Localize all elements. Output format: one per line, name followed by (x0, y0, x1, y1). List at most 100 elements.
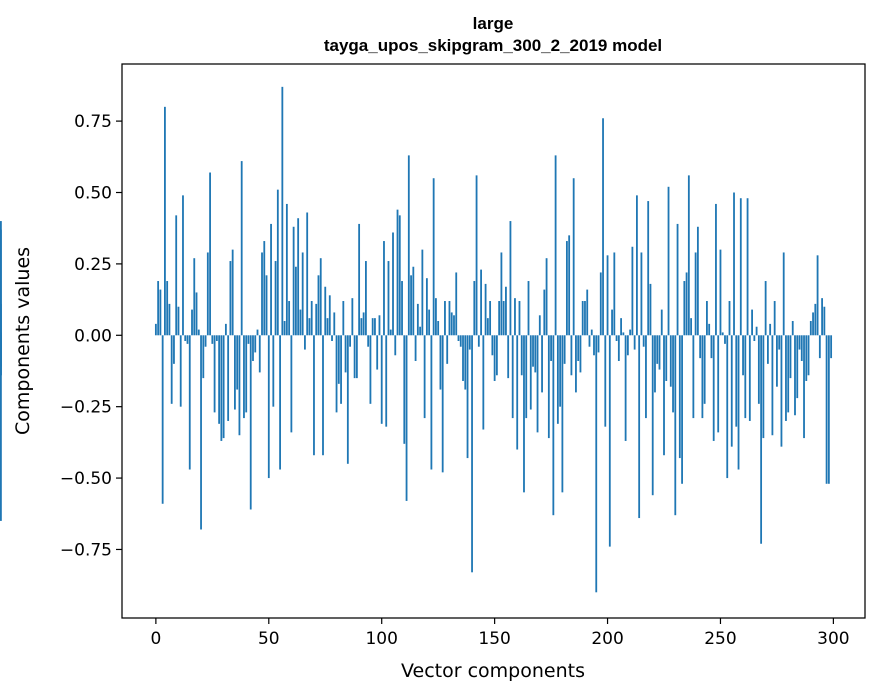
bar (191, 309, 193, 336)
bar (315, 303, 318, 336)
bar (694, 252, 697, 336)
bar (669, 335, 672, 387)
bar (518, 301, 521, 336)
bar (432, 178, 435, 336)
bar (615, 335, 618, 341)
bar (256, 329, 259, 336)
bar (667, 186, 670, 336)
bar (222, 335, 225, 439)
bar (355, 335, 358, 379)
bar (195, 292, 198, 336)
bar (529, 335, 532, 410)
bar (188, 335, 191, 470)
bar (471, 335, 473, 573)
bar (807, 335, 810, 376)
bar (550, 335, 552, 361)
bar (0, 229, 2, 336)
bar (827, 335, 830, 484)
bar (538, 315, 541, 336)
bar (821, 298, 823, 336)
bar (419, 326, 422, 336)
bar (236, 335, 239, 390)
bar (755, 326, 758, 336)
bar (466, 335, 469, 459)
bar (536, 335, 539, 433)
bar (218, 335, 221, 424)
bar (771, 335, 774, 436)
bar (441, 335, 444, 473)
bar (590, 329, 593, 336)
bar (328, 295, 331, 336)
bar (579, 335, 582, 373)
bar (640, 252, 643, 336)
bar (272, 335, 275, 407)
bar (326, 318, 329, 336)
bar (818, 335, 821, 359)
bar (791, 321, 794, 336)
bar (742, 335, 744, 376)
bar (0, 332, 2, 336)
x-axis-label: Vector components (401, 660, 585, 682)
bar (358, 223, 361, 336)
bar (234, 335, 236, 410)
bar (270, 223, 272, 336)
bar (794, 335, 796, 416)
bar (678, 335, 681, 459)
bar (193, 258, 196, 336)
bar (360, 318, 363, 336)
bar (715, 203, 717, 336)
x-tick-label: 250 (704, 629, 736, 649)
bar (708, 323, 711, 336)
bar (342, 301, 345, 336)
y-tick-label: −0.25 (60, 398, 112, 418)
bar (369, 335, 372, 404)
bar (572, 178, 575, 336)
bar (215, 335, 218, 341)
bar (787, 335, 790, 413)
bar (608, 335, 611, 547)
bar (254, 335, 257, 353)
bar (367, 335, 370, 347)
bar (602, 118, 604, 336)
bar (301, 252, 304, 336)
bar (491, 335, 494, 356)
bar (175, 215, 178, 336)
bar (633, 335, 636, 350)
bar (717, 335, 720, 433)
bar (383, 241, 385, 336)
x-tick-label: 100 (365, 629, 397, 649)
bar (541, 335, 543, 393)
bar (351, 298, 354, 336)
bar (545, 258, 548, 336)
bar (785, 335, 787, 421)
bar (586, 289, 589, 336)
bar (687, 175, 690, 336)
bar (626, 335, 629, 356)
bar (642, 335, 645, 347)
bar (306, 212, 309, 336)
bar (681, 335, 683, 484)
bar (265, 275, 268, 336)
bar (437, 321, 440, 336)
bar (660, 309, 663, 336)
bar (475, 175, 478, 336)
bar (455, 272, 458, 336)
bar (182, 195, 184, 336)
bar (247, 335, 250, 344)
bar (757, 335, 760, 404)
bar (231, 249, 234, 336)
bar (703, 335, 706, 404)
bar (613, 252, 616, 336)
bar (764, 281, 767, 336)
bar (816, 255, 819, 336)
bar (751, 309, 753, 336)
bar (762, 335, 765, 439)
bar (672, 335, 674, 413)
bar (294, 266, 297, 336)
y-tick-label: 0.75 (74, 112, 112, 132)
bar (830, 335, 833, 359)
bar (335, 335, 338, 413)
bar (523, 335, 525, 493)
bar (514, 298, 516, 336)
bar (773, 301, 776, 336)
